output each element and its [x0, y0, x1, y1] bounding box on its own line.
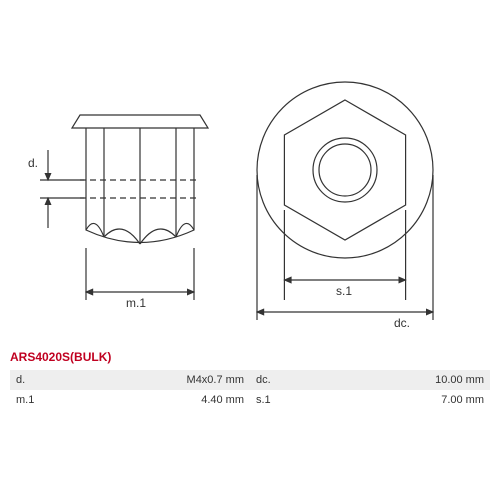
spec-value: 4.40 mm [70, 390, 250, 410]
table-row: m.1 4.40 mm s.1 7.00 mm [10, 390, 490, 410]
spec-value: 7.00 mm [310, 390, 490, 410]
technical-drawing: d. m.1 s.1 dc. [0, 0, 500, 350]
spec-value: M4x0.7 mm [70, 370, 250, 390]
spec-value: 10.00 mm [310, 370, 490, 390]
part-number-title: ARS4020S(BULK) [10, 350, 111, 364]
label-m1: m.1 [126, 296, 146, 310]
side-view [40, 115, 208, 300]
drawing-svg [0, 0, 500, 350]
label-dc: dc. [394, 316, 410, 330]
table-row: d. M4x0.7 mm dc. 10.00 mm [10, 370, 490, 390]
spec-table: d. M4x0.7 mm dc. 10.00 mm m.1 4.40 mm s.… [10, 370, 490, 410]
spec-key: m.1 [10, 390, 70, 410]
label-d: d. [28, 156, 38, 170]
spec-key: dc. [250, 370, 310, 390]
spec-key: s.1 [250, 390, 310, 410]
spec-key: d. [10, 370, 70, 390]
label-s1: s.1 [336, 284, 352, 298]
